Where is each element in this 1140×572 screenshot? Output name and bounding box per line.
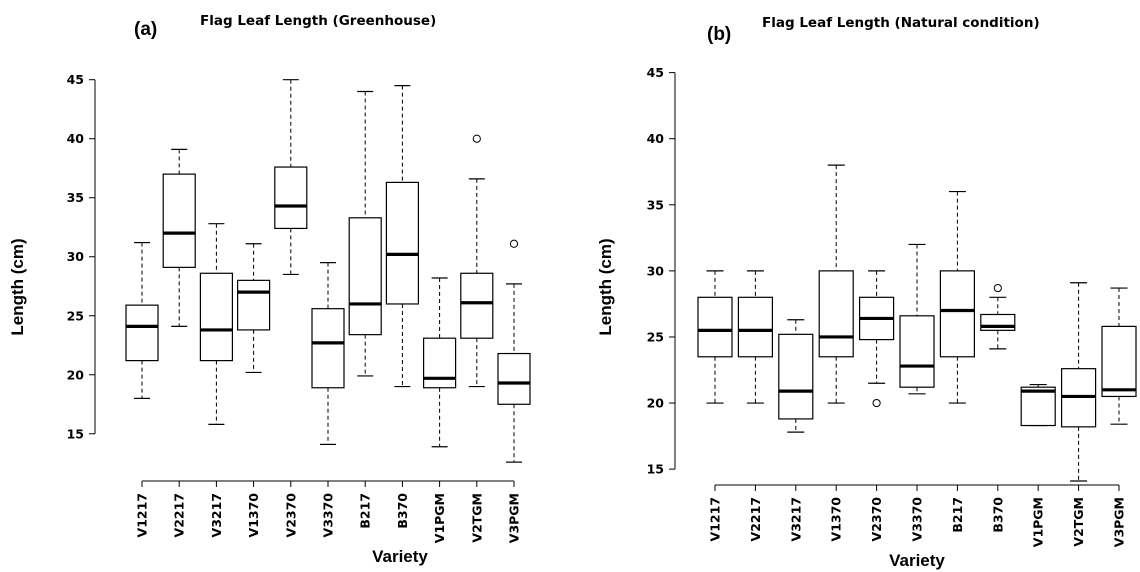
- iqr-box: [199, 272, 233, 362]
- panel-a-x-tick-label: B217: [358, 493, 373, 529]
- panel-a-box-V2217: [162, 148, 196, 327]
- panel-b-x-tick-label: V2370: [869, 497, 884, 542]
- panel-b-x-tick-label: B370: [990, 497, 1005, 533]
- panel-b-x-tick-label: V3217: [788, 497, 803, 541]
- panel-b-box-V2217: [737, 270, 774, 404]
- panel-b-letter: (b): [707, 24, 731, 45]
- panel-a-box-V2370: [274, 79, 308, 276]
- panel-b-x-tick-label: V2217: [748, 497, 763, 541]
- panel-a-box-B370: [385, 85, 419, 388]
- panel-a-x-tick-label: V3370: [321, 493, 336, 538]
- iqr-box: [311, 308, 345, 389]
- panel-b-box-V2TGM: [1060, 282, 1097, 482]
- panel-a-box-V1PGM: [423, 277, 457, 448]
- panel-b-box-V3370: [899, 243, 935, 395]
- iqr-box: [818, 270, 854, 358]
- panel-b-ylabel: Length (cm): [596, 238, 615, 335]
- panel-a-x-tick-label: V2370: [283, 493, 298, 538]
- panel-b-box-B370: [980, 283, 1016, 350]
- panel-a-title: Flag Leaf Length (Greenhouse): [200, 13, 436, 29]
- iqr-box: [1101, 325, 1137, 398]
- panel-b-x-tick-label: V3PGM: [1112, 497, 1127, 547]
- panel-a-x-tick-label: V1PGM: [432, 493, 447, 543]
- panel-b-box-V3PGM: [1101, 287, 1137, 425]
- iqr-box: [697, 296, 733, 358]
- panel-a-y-tick-label: 45: [67, 72, 84, 87]
- panel-b-x-tick-label: V2TGM: [1071, 497, 1086, 547]
- panel-a-box-V2TGM: [460, 134, 494, 388]
- panel-a-box-V3370: [311, 262, 345, 446]
- chart-panel-a: (a) Flag Leaf Length (Greenhouse) Variet…: [8, 13, 531, 566]
- panel-b-x-tick-label: B217: [950, 497, 965, 533]
- panel-a-box-V3PGM: [497, 239, 531, 463]
- panel-a-y-tick-label: 40: [67, 131, 85, 146]
- panel-a-box-V3217: [199, 223, 233, 425]
- panel-b-y-tick-label: 15: [647, 462, 664, 477]
- panel-b-y-tick-label: 30: [647, 263, 665, 278]
- iqr-box: [460, 272, 494, 339]
- panel-a-x-tick-label: V1217: [135, 493, 150, 537]
- panel-b-x-tick-label: V1PGM: [1031, 497, 1046, 547]
- panel-b-box-V1370: [818, 164, 854, 404]
- iqr-box: [385, 181, 419, 305]
- iqr-box: [274, 166, 308, 230]
- panel-a-y-tick-label: 35: [67, 190, 84, 205]
- iqr-box: [1020, 386, 1056, 427]
- iqr-box: [778, 333, 814, 420]
- iqr-box: [423, 337, 457, 389]
- iqr-box: [899, 315, 935, 388]
- panel-b-y-tick-label: 25: [647, 329, 664, 344]
- panel-a-x-tick-label: V3PGM: [507, 493, 522, 543]
- iqr-box: [162, 173, 196, 268]
- panel-b-xlabel: Variety: [889, 551, 945, 570]
- chart-panel-b: (b) Flag Leaf Length (Natural condition)…: [596, 15, 1137, 570]
- panel-b-y-tick-label: 20: [647, 396, 665, 411]
- panel-b-y-tick-label: 40: [647, 131, 665, 146]
- outlier-point: [509, 239, 519, 248]
- panel-a-letter: (a): [134, 19, 157, 40]
- outlier-point: [472, 134, 481, 143]
- panel-a-x-tick-label: V3217: [209, 493, 224, 537]
- panel-a-ylabel: Length (cm): [8, 238, 27, 335]
- panel-a-y-tick-label: 15: [67, 426, 84, 441]
- iqr-box: [737, 296, 774, 358]
- panel-b-box-V1217: [697, 270, 733, 404]
- panel-a-x-tick-label: V2217: [172, 493, 187, 537]
- panel-b-box-B217: [939, 190, 976, 404]
- outlier-point: [993, 283, 1002, 293]
- iqr-box: [497, 352, 531, 405]
- panel-a-y-tick-label: 30: [67, 249, 85, 264]
- outlier-point: [872, 398, 881, 408]
- panel-b-box-V2370: [858, 270, 895, 408]
- panel-b-y-tick-label: 45: [647, 65, 664, 80]
- panel-a-y-tick-label: 20: [67, 367, 85, 382]
- iqr-box: [348, 217, 382, 336]
- panel-b-box-V3217: [778, 319, 814, 433]
- panel-b-x-tick-label: V3370: [910, 497, 925, 542]
- panel-b-y-tick-label: 35: [647, 197, 664, 212]
- panel-a-box-V1217: [125, 241, 159, 399]
- panel-a-y-tick-label: 25: [67, 308, 84, 323]
- panel-a-x-tick-label: V2TGM: [469, 493, 484, 543]
- panel-a-x-tick-label: V1370: [246, 493, 261, 538]
- panel-a-x-tick-label: B370: [395, 493, 410, 529]
- iqr-box: [939, 270, 976, 358]
- panel-b-x-tick-label: V1217: [708, 497, 723, 541]
- panel-a-xlabel: Variety: [372, 547, 428, 566]
- panel-b-box-V1PGM: [1020, 383, 1056, 427]
- panel-a-box-V1370: [237, 243, 271, 374]
- panel-a-box-B217: [348, 90, 382, 377]
- panel-b-title: Flag Leaf Length (Natural condition): [762, 15, 1040, 31]
- iqr-box: [237, 279, 271, 331]
- iqr-box: [125, 304, 159, 362]
- panel-b-x-tick-label: V1370: [829, 497, 844, 542]
